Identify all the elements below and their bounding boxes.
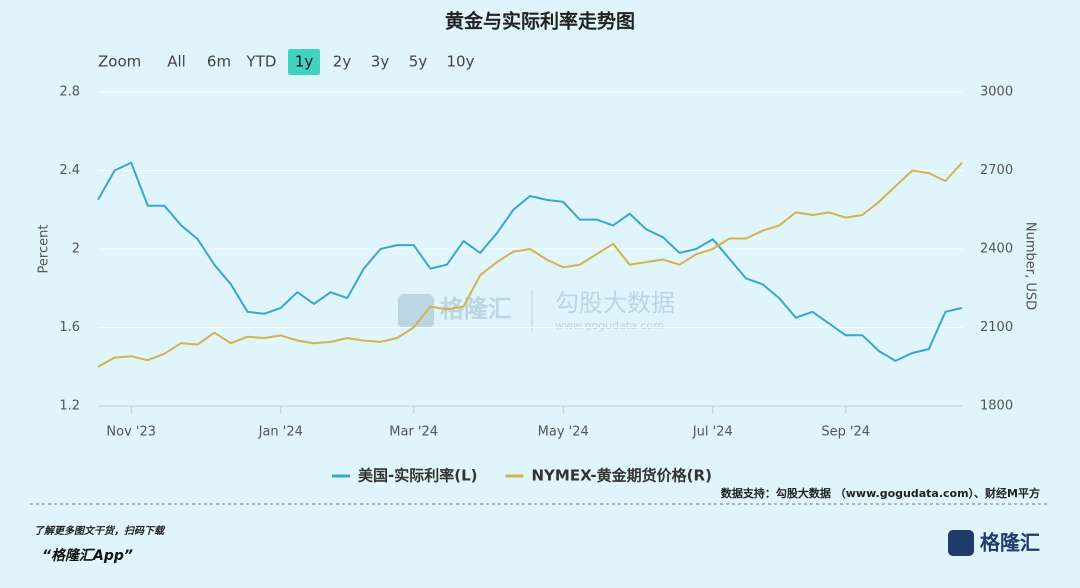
range-button[interactable]: 5y [402,49,434,75]
logo-text: 格隆汇 [980,531,1040,555]
range-button-label: 5y [409,53,428,71]
range-button[interactable]: 1y [288,49,320,75]
watermark-icon [398,294,434,328]
y2-tick-label: 2700 [980,163,1013,178]
y-tick-label: 2.4 [59,163,80,178]
legend-label: 美国-实际利率(L) [358,467,478,485]
y2-tick-label: 1800 [980,399,1013,414]
y2-tick-label: 3000 [980,85,1013,100]
logo-icon [948,530,974,556]
footer-source: 数据支持：勾股大数据 （www.gogudata.com）、财经M平方 [721,486,1040,500]
footer-tip: 了解更多图文干货，扫码下载 [34,525,166,537]
y-tick-label: 1.2 [59,399,80,414]
range-button-bg [288,49,320,75]
range-button[interactable]: YTD [241,49,282,75]
range-button-label: YTD [246,53,277,71]
y-tick-label: 2 [72,242,80,257]
zoom-label: Zoom [98,53,141,71]
y-axis-title: Percent [37,225,52,274]
watermark-site: www.gogudata.com [555,319,664,332]
x-tick-label: Mar '24 [389,425,438,440]
chart-title: 黄金与实际利率走势图 [445,10,635,33]
y2-tick-label: 2100 [980,320,1013,335]
series-line [97,161,963,362]
footer-app: “格隆汇App” [42,547,133,564]
series-line [97,162,963,368]
y-tick-label: 1.6 [59,320,80,335]
range-button-label: 2y [333,53,352,71]
y-tick-label: 2.8 [59,85,80,100]
range-button[interactable]: 6m [203,49,235,75]
x-tick-label: Sep '24 [821,425,870,440]
range-button-label: 6m [207,53,231,71]
x-tick-label: Jan '24 [258,425,303,440]
x-tick-label: Jul '24 [692,425,733,440]
y2-axis-title: Number, USD [1023,222,1038,310]
range-button[interactable]: 10y [440,49,481,75]
range-button-label: All [167,53,186,71]
watermark-name: 勾股大数据 [555,289,675,317]
x-tick-label: Nov '23 [106,425,156,440]
range-button-label: 1y [295,53,314,71]
range-button[interactable]: 3y [364,49,396,75]
legend-label: NYMEX-黄金期货价格(R) [532,467,712,485]
y2-tick-label: 2400 [980,242,1013,257]
range-button[interactable]: 2y [326,49,358,75]
x-tick-label: May '24 [538,425,589,440]
range-button-label: 3y [371,53,390,71]
range-button[interactable]: All [156,49,197,75]
range-button-label: 10y [447,53,475,71]
